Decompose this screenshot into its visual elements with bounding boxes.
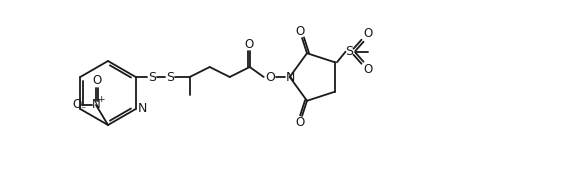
Text: O: O xyxy=(295,116,304,129)
Text: O: O xyxy=(72,98,82,112)
Text: S: S xyxy=(346,45,354,58)
Text: S: S xyxy=(148,72,156,85)
Text: S: S xyxy=(166,72,174,85)
Text: O: O xyxy=(363,27,372,40)
Text: ⁻: ⁻ xyxy=(80,105,86,115)
Text: O: O xyxy=(363,63,372,76)
Text: N: N xyxy=(286,72,296,85)
Text: N: N xyxy=(92,98,100,112)
Text: O: O xyxy=(92,74,102,88)
Text: N: N xyxy=(138,101,148,114)
Text: O: O xyxy=(265,72,274,85)
Text: +: + xyxy=(97,96,104,105)
Text: O: O xyxy=(244,38,253,50)
Text: O: O xyxy=(295,25,304,38)
